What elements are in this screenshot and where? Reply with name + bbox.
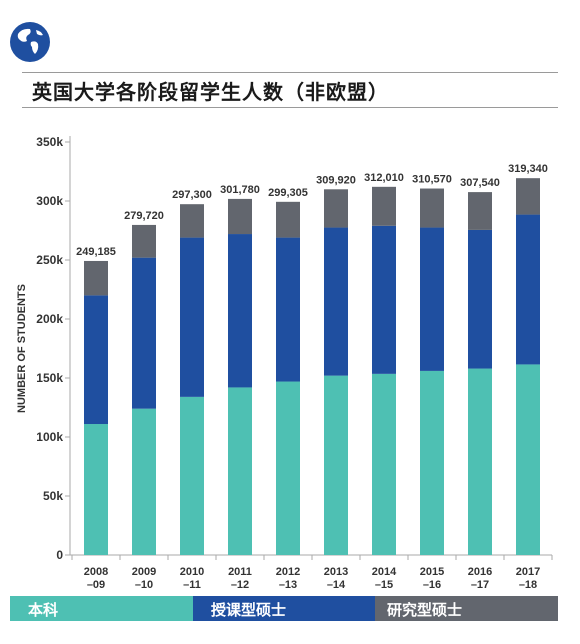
y-tick-label: 100k	[36, 430, 63, 444]
bar-taught-postgrad	[276, 237, 300, 382]
bar-undergraduate	[324, 375, 348, 555]
bar-undergraduate	[372, 373, 396, 555]
bar-undergraduate	[84, 424, 108, 555]
bar-taught-postgrad	[372, 225, 396, 374]
bar-undergraduate	[228, 387, 252, 555]
bar-research-postgrad	[228, 198, 252, 235]
bar-undergraduate	[276, 381, 300, 555]
y-tick-label: 200k	[36, 312, 63, 326]
y-tick-label: 150k	[36, 371, 63, 385]
y-tick-label: 0	[56, 548, 63, 562]
bar-undergraduate	[180, 396, 204, 555]
bar-research-postgrad	[420, 188, 444, 228]
bar-total-label: 309,920	[316, 174, 356, 186]
x-tick-label: 2009 –10	[132, 566, 156, 591]
bar-taught-postgrad	[84, 295, 108, 425]
y-axis-title: NUMBER OF STUDENTS	[16, 284, 28, 413]
globe-icon	[10, 22, 50, 62]
x-tick-label: 2017 –18	[516, 566, 540, 591]
bar-total-label: 307,540	[460, 177, 500, 189]
y-tick-label: 350k	[36, 135, 63, 149]
x-tick-label: 2013 –14	[324, 566, 348, 591]
header-rule-bottom	[22, 107, 558, 108]
bar-research-postgrad	[468, 192, 492, 230]
bar-total-label: 312,010	[364, 172, 404, 184]
bar-research-postgrad	[132, 224, 156, 258]
bar-taught-postgrad	[516, 214, 540, 365]
legend-research-postgrad: 研究型硕士	[375, 596, 558, 621]
bar-total-label: 299,305	[268, 187, 308, 199]
legend-undergraduate: 本科	[10, 596, 193, 621]
legend-label-research-postgrad: 研究型硕士	[387, 602, 463, 619]
bar-research-postgrad	[516, 178, 540, 215]
bar-taught-postgrad	[180, 237, 204, 397]
stacked-bar-chart: 0 50k 100k 150k 200k 250k 300k 350k NUMBER OF ST…	[16, 135, 553, 591]
bar-research-postgrad	[372, 186, 396, 226]
legend-label-undergraduate: 本科	[28, 602, 59, 619]
bar-total-label: 301,780	[220, 184, 260, 196]
bar-taught-postgrad	[468, 229, 492, 369]
legend-taught-postgrad: 授课型硕士	[193, 596, 375, 621]
x-tick-label: 2008 –09	[84, 566, 108, 591]
bar-total-label: 297,300	[172, 189, 212, 201]
bar-total-label: 319,340	[508, 163, 548, 175]
chart-title: 英国大学各阶段留学生人数（非欧盟）	[32, 82, 389, 104]
x-tick-label: 2011 –12	[228, 566, 252, 591]
bar-undergraduate	[516, 364, 540, 555]
bar-total-label: 279,720	[124, 210, 164, 222]
bar-total-label: 249,185	[76, 246, 116, 258]
y-tick-label: 250k	[36, 253, 63, 267]
bar-undergraduate	[468, 368, 492, 555]
bar-research-postgrad	[84, 260, 108, 296]
x-tick-label: 2014 –15	[372, 566, 397, 591]
y-tick-label: 300k	[36, 194, 63, 208]
x-tick-label: 2015 –16	[420, 566, 444, 591]
x-tick-label: 2010 –11	[180, 566, 204, 591]
bar-taught-postgrad	[324, 227, 348, 376]
bar-taught-postgrad	[420, 227, 444, 371]
x-tick-label: 2016 –17	[468, 566, 492, 591]
bar-undergraduate	[132, 408, 156, 555]
x-tick-label: 2012 –13	[276, 566, 300, 591]
bar-research-postgrad	[180, 204, 204, 238]
bar-research-postgrad	[324, 189, 348, 228]
header-rule-top	[22, 72, 558, 73]
bar-total-label: 310,570	[412, 174, 452, 186]
bar-undergraduate	[420, 370, 444, 555]
bar-taught-postgrad	[132, 257, 156, 409]
bar-research-postgrad	[276, 201, 300, 238]
y-tick-label: 50k	[43, 489, 63, 503]
legend-label-taught-postgrad: 授课型硕士	[211, 602, 287, 619]
bar-taught-postgrad	[228, 234, 252, 388]
